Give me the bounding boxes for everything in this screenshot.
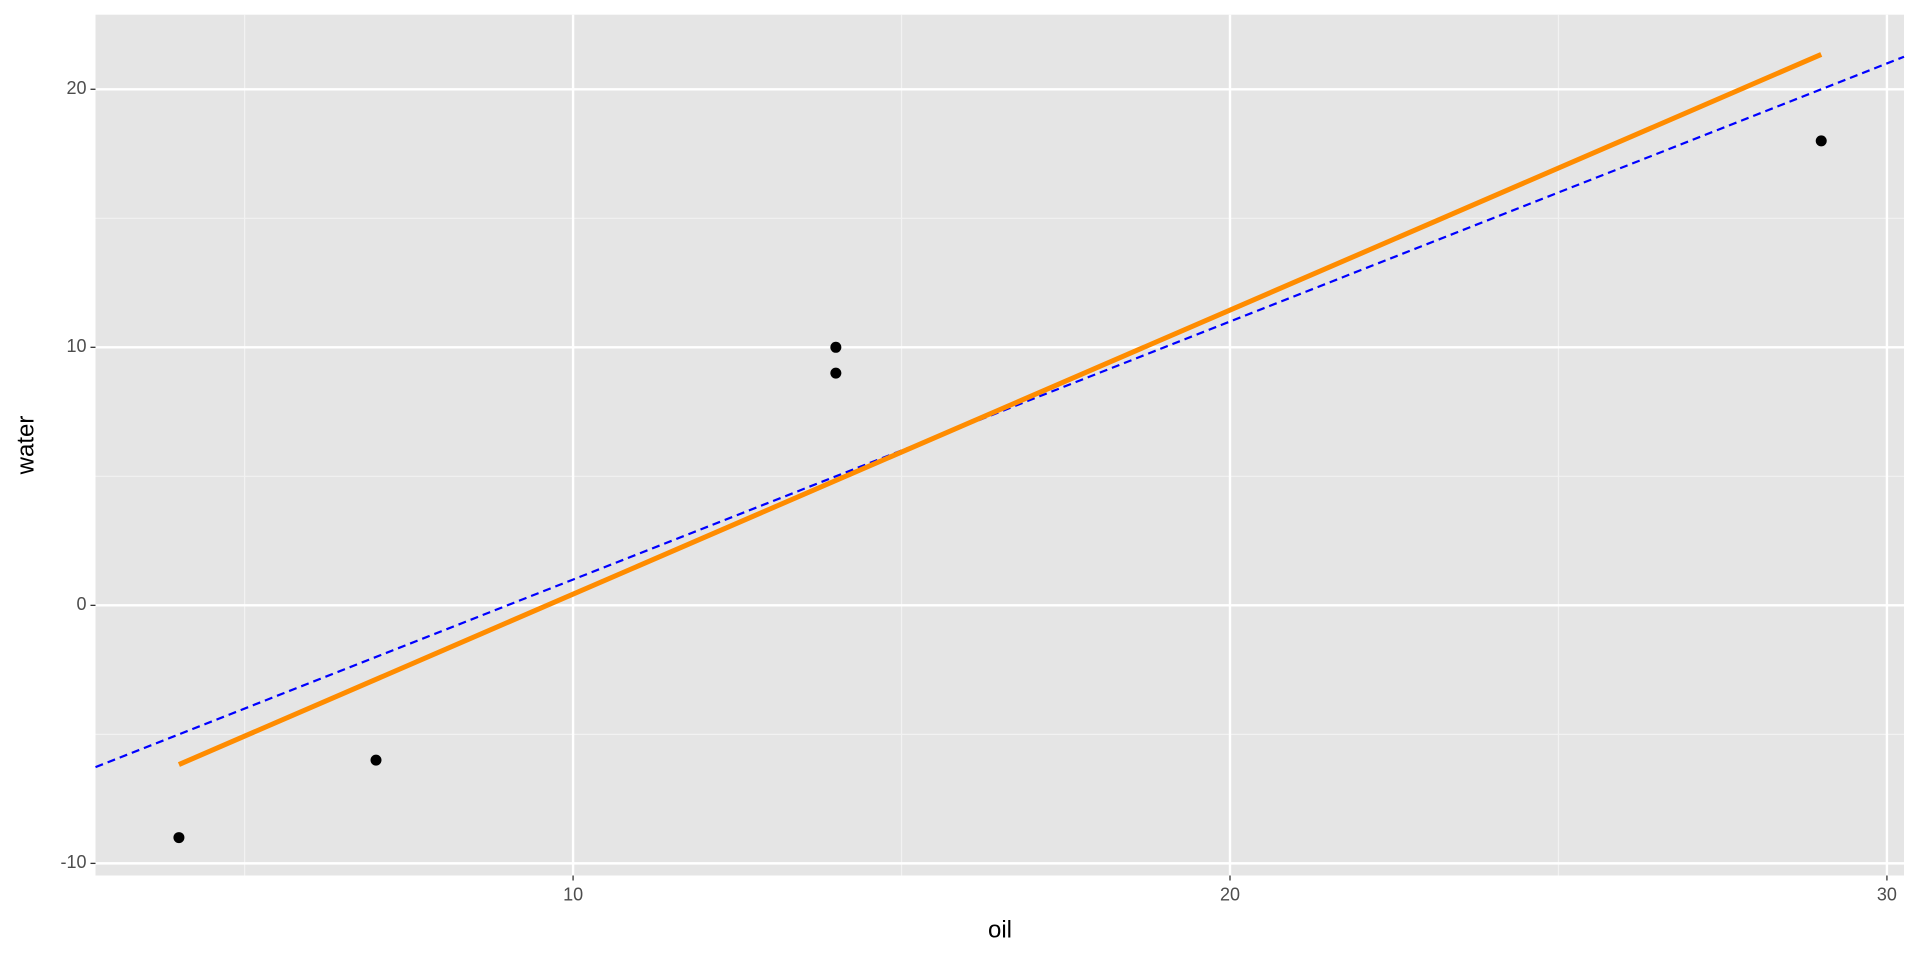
y-tick-label: 10 — [66, 336, 86, 356]
y-tick-label: 0 — [76, 594, 86, 614]
point — [1815, 135, 1827, 147]
y-tick-label: 20 — [66, 78, 86, 98]
x-axis-title: oil — [988, 916, 1012, 943]
point — [370, 754, 382, 766]
fit-line — [177, 52, 1823, 767]
x-tick-label: 30 — [1877, 884, 1897, 904]
y-axis-title: water — [12, 416, 39, 476]
point — [830, 341, 842, 353]
x-tick-label: 20 — [1220, 884, 1240, 904]
panel — [95, 14, 1904, 876]
point — [173, 832, 185, 844]
reference-line — [95, 55, 1905, 769]
x-tick-label: 10 — [563, 884, 583, 904]
point — [830, 367, 842, 379]
y-tick-label: -10 — [60, 852, 86, 872]
